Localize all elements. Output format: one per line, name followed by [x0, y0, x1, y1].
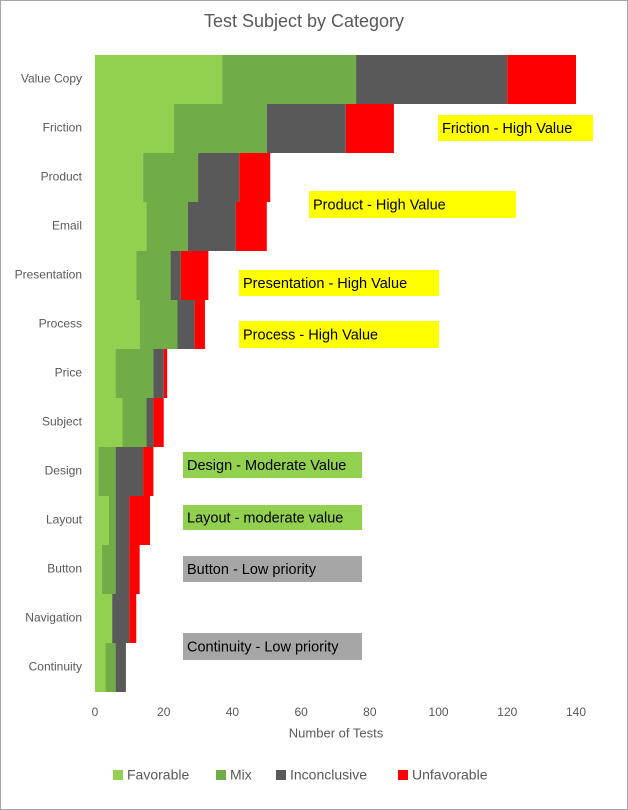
bar-segment — [115, 447, 144, 496]
annotation-text: Process - High Value — [243, 327, 378, 343]
bar-segment — [129, 594, 137, 643]
bar-segment — [153, 349, 164, 398]
bar-segment — [95, 202, 147, 251]
bar-segment — [146, 398, 154, 447]
y-tick-label: Email — [52, 219, 82, 233]
bar-segment — [507, 55, 576, 104]
bar-segment — [194, 300, 205, 349]
annotation-text: Continuity - Low priority — [187, 639, 339, 655]
legend-label: Inconclusive — [290, 767, 367, 783]
bar-segment — [170, 251, 181, 300]
y-tick-label: Design — [45, 464, 82, 478]
x-tick-label: 140 — [566, 705, 586, 719]
bar-segment — [187, 202, 236, 251]
bar-segment — [95, 104, 175, 153]
annotation-text: Product - High Value — [313, 197, 446, 213]
bar-segment — [108, 496, 116, 545]
y-tick-label: Presentation — [15, 268, 82, 282]
annotation-box — [239, 321, 439, 348]
annotation-text: Friction - High Value — [442, 121, 572, 137]
legend-swatch — [398, 770, 408, 780]
x-tick-label: 120 — [497, 705, 517, 719]
bar-segment — [112, 594, 130, 643]
bar-segment — [139, 300, 178, 349]
annotation-box — [183, 505, 362, 530]
bar-segment — [95, 643, 106, 692]
legend-label: Unfavorable — [412, 767, 488, 783]
x-tick-label: 80 — [363, 705, 377, 719]
x-tick-label: 20 — [157, 705, 171, 719]
annotation-box — [239, 270, 439, 296]
bar-segment — [129, 545, 140, 594]
annotation-box — [183, 633, 362, 660]
bar-segment — [95, 447, 99, 496]
y-tick-label: Product — [41, 170, 83, 184]
bar-segment — [95, 153, 144, 202]
annotation-box — [309, 191, 516, 218]
annotation-box — [183, 452, 362, 478]
y-tick-label: Process — [39, 317, 82, 331]
y-tick-label: Continuity — [29, 660, 82, 674]
y-tick-label: Layout — [46, 513, 83, 527]
bar-segment — [95, 496, 109, 545]
bar-segment — [136, 251, 171, 300]
chart-title: Test Subject by Category — [204, 11, 404, 31]
bar-segment — [239, 153, 271, 202]
annotation-box — [183, 556, 362, 582]
legend-swatch — [216, 770, 226, 780]
bar-segment — [95, 545, 102, 594]
bar-segment — [101, 545, 116, 594]
bar-segment — [177, 300, 195, 349]
bar-segment — [356, 55, 508, 104]
x-tick-label: 60 — [294, 705, 308, 719]
annotation-text: Button - Low priority — [187, 562, 317, 578]
bar-segment — [95, 398, 123, 447]
bar-segment — [95, 594, 113, 643]
x-tick-label: 0 — [92, 705, 99, 719]
bar-segment — [98, 447, 116, 496]
annotation-box — [438, 115, 593, 141]
bar-segment — [143, 153, 199, 202]
bar-segment — [105, 643, 116, 692]
bar-segment — [180, 251, 209, 300]
bar-segment — [146, 202, 188, 251]
bar-segment — [95, 251, 137, 300]
y-tick-label: Navigation — [25, 611, 82, 625]
annotation-text: Design - Moderate Value — [187, 458, 346, 474]
bar-segment — [174, 104, 267, 153]
bar-segment — [95, 300, 140, 349]
bar-segment — [129, 496, 150, 545]
bar-segment — [115, 496, 130, 545]
x-tick-label: 100 — [429, 705, 449, 719]
y-tick-label: Value Copy — [21, 72, 82, 86]
bar-segment — [235, 202, 267, 251]
bar-segment — [153, 398, 164, 447]
y-tick-label: Button — [47, 562, 82, 576]
legend-swatch — [276, 770, 286, 780]
bar-segment — [115, 545, 130, 594]
bar-segment — [95, 349, 116, 398]
bar-segment — [345, 104, 394, 153]
legend-swatch — [113, 770, 123, 780]
bar-segment — [222, 55, 357, 104]
bar-segment — [143, 447, 154, 496]
y-tick-label: Subject — [42, 415, 83, 429]
bar-segment — [115, 643, 126, 692]
annotation-text: Layout - moderate value — [187, 510, 343, 526]
annotation-text: Presentation - High Value — [243, 276, 407, 292]
bar-segment — [95, 55, 223, 104]
bar-segment — [163, 349, 168, 398]
x-tick-label: 40 — [226, 705, 240, 719]
y-tick-label: Friction — [43, 121, 82, 135]
bar-segment — [122, 398, 147, 447]
bar-segment — [266, 104, 346, 153]
legend-label: Favorable — [127, 767, 189, 783]
y-tick-label: Price — [55, 366, 83, 380]
legend-label: Mix — [230, 767, 252, 783]
bar-segment — [198, 153, 240, 202]
x-axis-title: Number of Tests — [289, 725, 384, 740]
bar-segment — [115, 349, 154, 398]
